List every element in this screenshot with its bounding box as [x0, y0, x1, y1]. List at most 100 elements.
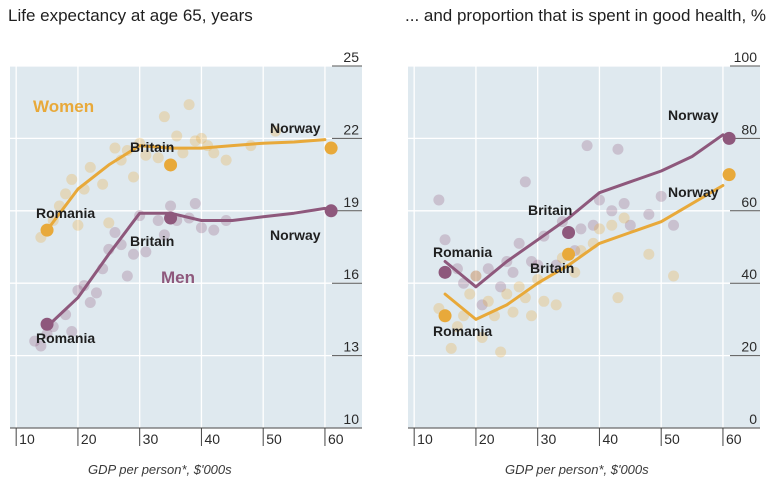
data-point-men	[470, 270, 482, 282]
trend-line-men	[443, 133, 725, 289]
data-point-men	[208, 224, 220, 236]
data-point-women	[495, 346, 507, 358]
chart-panel-1: 0 20 40 60 80 100 10 20 30 40 50 60 Romania Britain No…	[408, 49, 760, 447]
data-point-women	[140, 149, 152, 161]
data-point-women	[612, 292, 624, 304]
data-point-women	[189, 135, 201, 147]
data-point-women	[451, 321, 463, 333]
data-point-women	[569, 266, 581, 278]
data-point-men	[128, 248, 140, 260]
data-point-men	[433, 194, 445, 206]
data-point-women	[128, 171, 140, 183]
y-tick-label: 19	[343, 194, 359, 210]
country-label-britain: Britain	[530, 260, 574, 276]
data-point-men	[476, 299, 488, 311]
y-tick-label: 100	[734, 49, 758, 65]
country-label-britain: Britain	[528, 202, 572, 218]
country-label-britain: Britain	[130, 233, 174, 249]
x-tick-label: 30	[143, 431, 159, 447]
data-point-women	[152, 152, 164, 164]
country-label-romania: Romania	[433, 323, 492, 339]
data-point-women	[72, 219, 84, 231]
data-point-women	[97, 178, 109, 190]
data-point-women	[476, 332, 488, 343]
country-label-norway: Norway	[668, 184, 719, 200]
data-point-women	[501, 288, 513, 300]
data-point-women	[550, 299, 562, 311]
y-tick-label: 25	[343, 49, 359, 65]
data-point-men	[165, 200, 177, 212]
data-point-women	[445, 342, 457, 354]
y-tick-label: 0	[749, 411, 757, 427]
y-tick-label: 16	[343, 266, 359, 282]
data-point-men	[513, 237, 525, 249]
x-tick-label: 60	[726, 431, 742, 447]
x-tick-label: 60	[328, 431, 344, 447]
trend-line-men	[45, 206, 327, 329]
plot-background	[10, 66, 362, 428]
x-tick-label: 50	[664, 431, 680, 447]
data-point-men	[593, 194, 605, 206]
plot-background	[408, 66, 760, 428]
x-tick-label: 30	[541, 431, 557, 447]
data-point-men	[612, 143, 624, 155]
highlight-point-norway	[722, 131, 736, 145]
data-point-women	[482, 295, 494, 307]
data-point-men	[581, 140, 593, 152]
y-tick-label: 10	[343, 411, 359, 427]
data-point-women	[220, 154, 232, 166]
data-point-women	[66, 173, 78, 185]
country-label-romania: Romania	[36, 330, 95, 346]
highlight-point-britain	[164, 211, 178, 225]
data-point-men	[550, 259, 562, 271]
x-tick-label: 40	[602, 431, 618, 447]
data-point-women	[538, 295, 550, 307]
data-point-men	[195, 222, 207, 234]
data-point-men	[35, 340, 47, 352]
data-point-men	[643, 208, 655, 220]
y-tick-label: 40	[741, 266, 757, 282]
highlight-point-britain	[562, 247, 576, 261]
x-tick-label: 50	[266, 431, 282, 447]
data-point-men	[526, 255, 538, 267]
country-label-norway: Norway	[270, 120, 321, 136]
data-point-men	[66, 325, 78, 337]
data-point-men	[41, 328, 53, 340]
x-tick-label: 40	[204, 431, 220, 447]
right-x-axis-label: GDP per person*, $'000s	[505, 462, 649, 477]
data-point-men	[121, 270, 133, 282]
y-tick-label: 80	[741, 121, 757, 137]
chart-panel-0: 10 13 16 19 22 25 10 20 30 40 50 60 Romania Britain No…	[10, 49, 362, 447]
data-point-men	[189, 198, 201, 210]
data-point-men	[606, 205, 618, 217]
data-point-men	[109, 227, 121, 239]
data-point-men	[84, 297, 96, 309]
highlight-point-romania	[438, 265, 452, 279]
data-point-women	[103, 217, 115, 229]
x-tick-label: 20	[479, 431, 495, 447]
data-point-women	[593, 223, 605, 235]
data-point-men	[575, 223, 587, 235]
data-point-women	[183, 99, 195, 111]
data-point-women	[513, 281, 525, 293]
country-label-norway: Norway	[270, 227, 321, 243]
data-point-women	[177, 147, 189, 159]
data-point-men	[451, 263, 463, 275]
data-point-women	[158, 111, 170, 123]
highlight-point-norway	[324, 141, 338, 155]
data-point-men	[158, 229, 170, 241]
x-tick-label: 20	[81, 431, 97, 447]
highlight-point-britain	[562, 226, 576, 240]
data-point-men	[482, 263, 494, 275]
trend-line-women	[443, 184, 725, 321]
trend-line-women	[45, 138, 327, 232]
data-point-men	[668, 219, 680, 231]
data-point-women	[109, 142, 121, 154]
data-point-women	[526, 310, 538, 322]
highlight-point-romania	[438, 309, 452, 323]
y-tick-label: 60	[741, 194, 757, 210]
country-label-britain: Britain	[130, 139, 174, 155]
data-point-men	[140, 246, 152, 258]
data-point-women	[171, 130, 183, 142]
data-point-women	[606, 219, 618, 231]
